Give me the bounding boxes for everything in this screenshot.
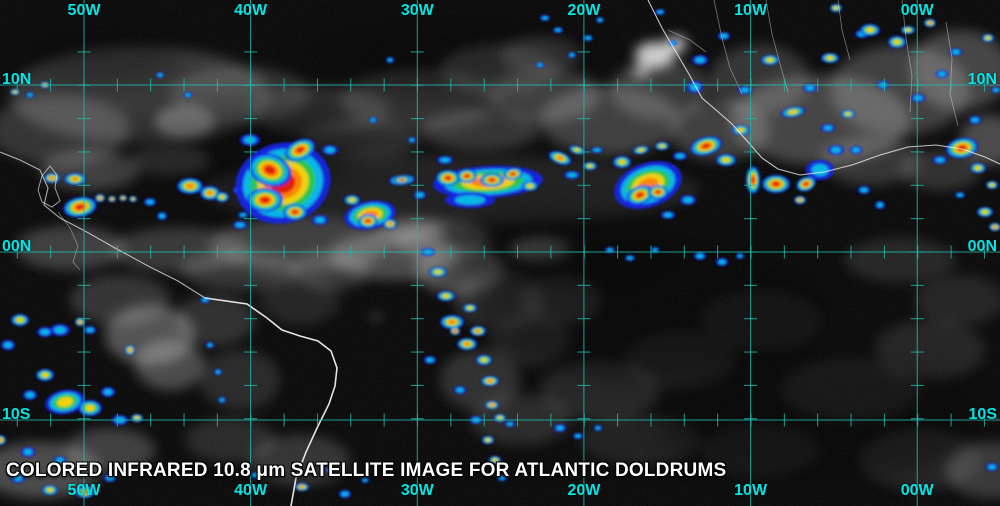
caption-overlay: COLORED INFRARED 10.8 μm SATELLITE IMAGE… <box>6 423 726 506</box>
caption-title: COLORED INFRARED 10.8 μm SATELLITE IMAGE… <box>6 460 727 481</box>
